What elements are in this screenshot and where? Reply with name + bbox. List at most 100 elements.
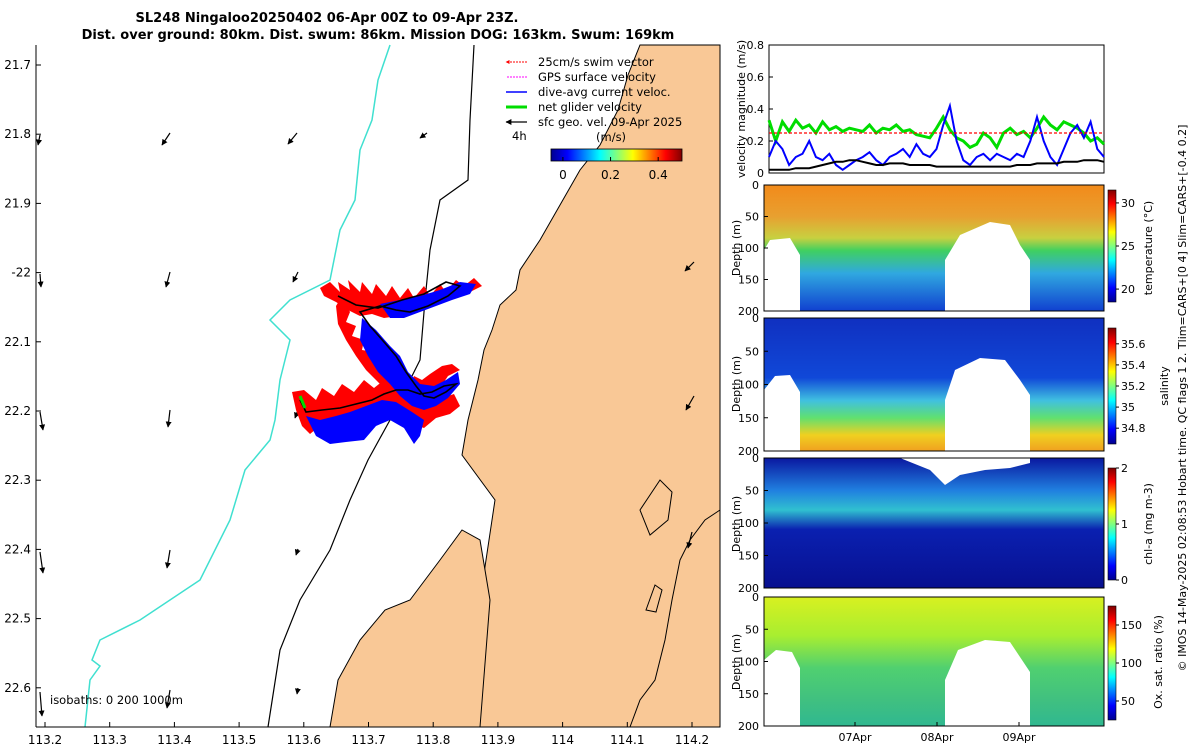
map-colorbar: 4h (m/s) 0 0.2 0.4	[512, 129, 683, 182]
colorbar-tick-label: 0.2	[601, 168, 620, 182]
map-y-tick-label: 21.8	[4, 127, 31, 141]
cbar-tick-label: 25	[1121, 240, 1135, 253]
oxygen-colorbar	[1107, 605, 1117, 721]
depth-tick-label: 150	[738, 412, 759, 425]
chla-ylabel: Depth (m)	[730, 496, 743, 552]
depth-tick-label: 200	[738, 305, 759, 318]
map-x-tick-label: 113.3	[93, 733, 127, 747]
depth-tick-label: 50	[745, 623, 759, 636]
temperature-field	[764, 185, 1104, 311]
salinity-ylabel: Depth (m)	[730, 356, 743, 412]
depth-tick-label: 150	[738, 550, 759, 563]
net-glider-velocity-marker	[298, 395, 307, 409]
isobath-note: isobaths: 0 200 1000m	[50, 693, 183, 707]
cbar-tick-label: 150	[1121, 619, 1142, 632]
depth-tick-label: 50	[745, 211, 759, 224]
map-y-ticks: 21.7 21.8 21.9 -22 22.1 22.2 22.3 22.4 22.5 22.6	[4, 58, 41, 695]
map-legend: 25cm/s swim vector GPS surface velocity …	[505, 55, 682, 129]
cbar-tick-label: 100	[1121, 657, 1142, 670]
depth-tick-label: 0	[752, 452, 759, 465]
colorbar-prefix: 4h	[512, 129, 527, 143]
map-x-tick-label: 113.7	[351, 733, 385, 747]
temperature-ylabel: Depth (m)	[730, 220, 743, 276]
title-line-2: Dist. over ground: 80km. Dist. swum: 86k…	[82, 28, 675, 43]
cbar-tick-label: 35.4	[1121, 359, 1146, 372]
map-x-tick-label: 113.5	[222, 733, 256, 747]
land-south	[329, 529, 491, 728]
oxygen-panel: Depth (m) Ox. sat. ratio (%)	[730, 596, 1165, 727]
velocity-panel: 0 0.2 0.4 0.6 0.8 velocity magnitude (m/s)	[735, 39, 1106, 180]
depth-tick-label: 100	[738, 379, 759, 392]
velocity-series	[767, 101, 1106, 172]
isobath-200m	[84, 44, 391, 728]
map-x-tick-label: 113.9	[481, 733, 515, 747]
temperature-panel: Depth (m) temperature (°C)	[730, 184, 1155, 312]
land-bay	[639, 479, 673, 536]
colorbar-ticks: 0 0.2 0.4	[559, 157, 668, 182]
depth-tick-label: 150	[738, 688, 759, 701]
cbar-tick-label: 2	[1121, 462, 1128, 475]
map-y-tick-label: 21.7	[4, 58, 31, 72]
depth-tick-label: 0	[752, 179, 759, 192]
velocity-y-tick-label: 0.2	[747, 135, 765, 148]
cbar-tick-label: 35	[1121, 401, 1135, 414]
depth-tick-label: 200	[738, 445, 759, 458]
depth-tick-label: 150	[738, 274, 759, 287]
swim-vector-fan-diag	[336, 296, 460, 398]
cbar-tick-label: 35.6	[1121, 338, 1146, 351]
land-peninsula	[629, 509, 721, 728]
legend-geo-label: sfc geo. vel. 09-Apr 2025	[538, 115, 682, 129]
velocity-axes-frame	[768, 44, 1105, 174]
swim-vector-fan-north	[320, 278, 482, 318]
depth-tick-label: 200	[738, 582, 759, 595]
land-island	[645, 584, 663, 613]
map-x-ticks: 113.2 113.3 113.4 113.5 113.6 113.7 113.8 113.9…	[28, 722, 709, 747]
depth-tick-label: 200	[738, 720, 759, 733]
depth-tick-label: 50	[745, 485, 759, 498]
cbar-tick-label: 1	[1121, 518, 1128, 531]
colorbar-gradient	[550, 148, 683, 162]
time-tick-label: 07Apr	[838, 731, 872, 744]
map-y-tick-label: 22.3	[4, 473, 31, 487]
salinity-colorbar	[1107, 327, 1117, 445]
legend-net-label: net glider velocity	[538, 100, 642, 114]
depth-tick-label: 100	[738, 517, 759, 530]
time-tick-label: 08Apr	[920, 731, 954, 744]
map-x-tick-label: 113.2	[28, 733, 62, 747]
map-y-tick-label: -22	[11, 266, 31, 280]
velocity-series-dive-avg-current-veloc-	[768, 101, 1105, 172]
map-y-tick-label: 22.5	[4, 612, 31, 626]
time-tick-label: 09Apr	[1002, 731, 1036, 744]
chla-panel: Depth (m) chl-a (mg m-3)	[730, 457, 1155, 589]
velocity-series-net-glider-velocity	[767, 113, 1106, 151]
map-x-tick-label: 114.1	[610, 733, 644, 747]
map-y-tick-label: 22.1	[4, 335, 31, 349]
depth-tick-label: 0	[752, 312, 759, 325]
cbar-tick-label: 0	[1121, 574, 1128, 587]
chla-nodata-mask	[900, 458, 1030, 485]
oxygen-field	[764, 597, 1104, 726]
map-x-tick-label: 114	[551, 733, 574, 747]
colorbar-units: (m/s)	[596, 130, 626, 144]
chla-cbar-label: chl-a (mg m-3)	[1142, 483, 1155, 565]
colorbar-tick-label: 0	[559, 168, 567, 182]
velocity-y-ticks: 0 0.2 0.4 0.6 0.8	[747, 39, 773, 180]
map-x-tick-label: 114.2	[675, 733, 709, 747]
oxygen-nodata-mask	[764, 640, 1030, 726]
oxygen-cbar-label: Ox. sat. ratio (%)	[1152, 615, 1165, 709]
dive-avg-ribbon-south	[306, 400, 424, 444]
depth-tick-label: 50	[745, 345, 759, 358]
dive-avg-ribbon-diag	[360, 318, 460, 410]
map-y-tick-label: 22.2	[4, 404, 31, 418]
oxygen-ylabel: Depth (m)	[730, 634, 743, 690]
geo-velocity-arrows	[36, 132, 695, 717]
velocity-y-tick-label: 0.6	[747, 71, 765, 84]
legend-gps-label: GPS surface velocity	[538, 70, 656, 84]
velocity-y-tick-label: 0.8	[747, 39, 765, 52]
land-cape-range	[461, 44, 721, 728]
depth-tick-label: 100	[738, 656, 759, 669]
map-y-tick-label: 22.6	[4, 681, 31, 695]
map-x-tick-label: 113.6	[287, 733, 321, 747]
temperature-nodata-mask	[764, 222, 1030, 311]
